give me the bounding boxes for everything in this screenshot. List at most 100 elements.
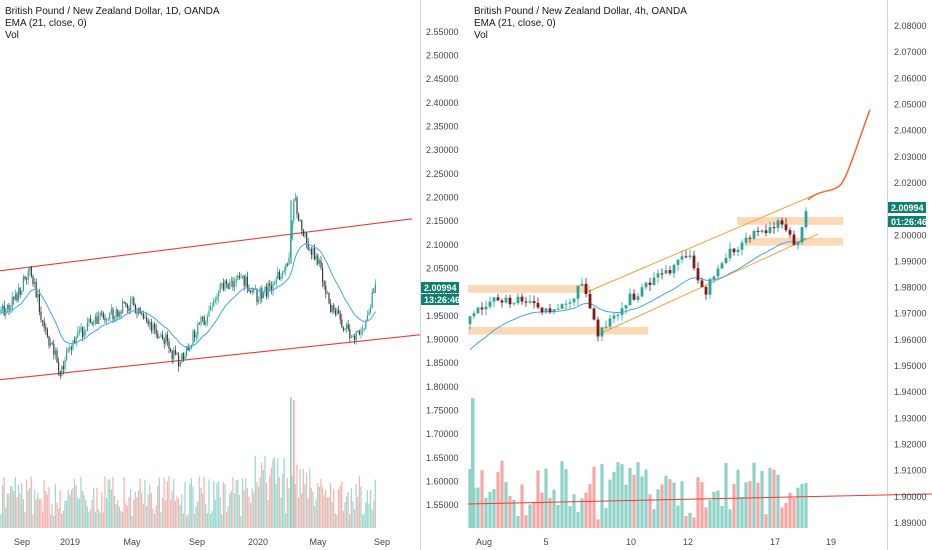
right-volume-bar bbox=[528, 504, 532, 528]
left-candle-body bbox=[296, 197, 298, 215]
left-candle-body bbox=[70, 347, 72, 350]
left-candle-body bbox=[365, 320, 367, 329]
right-candle-body bbox=[796, 242, 800, 245]
left-volume-bar bbox=[200, 487, 202, 528]
right-volume-bar bbox=[524, 515, 528, 528]
left-volume-bar bbox=[171, 490, 173, 528]
left-volume-bar bbox=[203, 476, 205, 528]
left-volume-bar bbox=[134, 491, 136, 528]
left-volume-bar bbox=[312, 491, 314, 528]
right-volume-bar bbox=[796, 487, 800, 528]
left-candle-body bbox=[275, 279, 277, 284]
left-volume-bar bbox=[297, 497, 300, 528]
right-candle-body bbox=[500, 300, 504, 303]
left-volume-bar bbox=[246, 487, 248, 528]
left-candle-body bbox=[330, 303, 332, 313]
left-candle-body bbox=[3, 305, 5, 316]
left-candle-body bbox=[224, 280, 226, 290]
left-candle-body bbox=[226, 280, 228, 284]
left-volume-bar bbox=[38, 499, 40, 528]
right-candle-body bbox=[604, 326, 608, 328]
left-volume-bar bbox=[315, 499, 317, 528]
left-volume-bar bbox=[301, 493, 303, 528]
left-volume-bar bbox=[141, 492, 143, 528]
left-chart-title: British Pound / New Zealand Dollar, 1D, … bbox=[5, 6, 220, 17]
right-channel-lower bbox=[597, 233, 819, 336]
left-candle-body bbox=[243, 275, 245, 286]
right-candle-body bbox=[468, 316, 472, 325]
left-candle-body bbox=[272, 283, 274, 291]
left-candle-body bbox=[259, 288, 261, 300]
left-volume-bar bbox=[248, 496, 250, 528]
left-volume-bar bbox=[294, 484, 296, 528]
left-volume-bar bbox=[217, 481, 220, 528]
left-volume-bar bbox=[325, 489, 327, 528]
left-volume-bar bbox=[21, 482, 23, 528]
left-volume-bar bbox=[160, 512, 162, 528]
left-candle-body bbox=[173, 349, 175, 360]
left-candle-body bbox=[216, 296, 218, 300]
right-candle-body bbox=[484, 306, 488, 310]
left-volume-bar bbox=[296, 464, 298, 528]
right-candle-body bbox=[700, 280, 704, 287]
left-candle-body bbox=[102, 313, 104, 319]
left-x-tick: Sep bbox=[189, 537, 205, 547]
left-candle-body bbox=[98, 315, 100, 324]
left-candle-body bbox=[206, 316, 208, 322]
left-candle-body bbox=[118, 312, 120, 317]
right-candle-body bbox=[504, 297, 508, 303]
right-candle-body bbox=[616, 314, 620, 316]
left-candle-body bbox=[248, 288, 250, 291]
left-volume-bar bbox=[358, 476, 360, 528]
left-candle-body bbox=[374, 284, 376, 293]
left-candle-body bbox=[179, 362, 181, 367]
right-volume-bar bbox=[716, 490, 720, 528]
right-volume-bar bbox=[508, 495, 512, 528]
left-volume-bar bbox=[309, 468, 311, 528]
right-zone bbox=[468, 326, 648, 335]
left-volume-bar bbox=[229, 493, 231, 528]
left-volume-bar bbox=[25, 479, 28, 528]
left-volume-bar bbox=[117, 500, 119, 528]
left-volume-bar bbox=[109, 479, 111, 528]
left-candle-body bbox=[13, 297, 15, 300]
right-y-tick: 1.94000 bbox=[894, 387, 927, 397]
right-candle-body bbox=[716, 268, 720, 277]
left-volume-bar bbox=[225, 511, 228, 528]
left-volume-bar bbox=[161, 497, 164, 528]
left-volume-bar bbox=[240, 515, 242, 528]
left-volume-bar bbox=[352, 501, 354, 528]
left-candle-body bbox=[131, 298, 133, 300]
left-candle-body bbox=[368, 311, 370, 316]
left-x-tick: 2019 bbox=[60, 537, 80, 547]
left-volume-bar bbox=[37, 492, 39, 528]
left-volume-bar bbox=[187, 514, 189, 528]
right-candle-body bbox=[664, 270, 668, 274]
left-candle-body bbox=[334, 310, 336, 315]
left-volume-bar bbox=[5, 507, 7, 528]
left-volume-bar bbox=[13, 490, 15, 528]
left-candle-body bbox=[256, 288, 258, 302]
left-volume-bar bbox=[262, 470, 264, 528]
left-candle-body bbox=[10, 309, 12, 310]
right-volume-bar bbox=[676, 505, 680, 528]
left-candle-body bbox=[341, 319, 343, 328]
left-volume-bar bbox=[139, 478, 141, 528]
right-volume-bar bbox=[736, 469, 740, 528]
left-candle-body bbox=[114, 316, 116, 320]
left-candle-body bbox=[0, 309, 2, 314]
right-candle-body bbox=[760, 230, 764, 232]
right-y-tick: 1.89000 bbox=[894, 518, 927, 528]
left-volume-bar bbox=[1, 485, 4, 528]
left-candle-body bbox=[299, 220, 301, 221]
left-volume-bar bbox=[70, 490, 72, 528]
left-candle-body bbox=[99, 312, 101, 316]
left-volume-bar bbox=[353, 509, 356, 528]
left-candle-body bbox=[355, 331, 357, 340]
left-y-tick: 2.20000 bbox=[426, 193, 459, 203]
left-volume-bar bbox=[41, 512, 44, 528]
left-candle-body bbox=[370, 308, 372, 312]
left-volume-bar bbox=[104, 476, 106, 528]
left-volume-bar bbox=[192, 486, 194, 528]
left-volume-bar bbox=[142, 504, 144, 528]
